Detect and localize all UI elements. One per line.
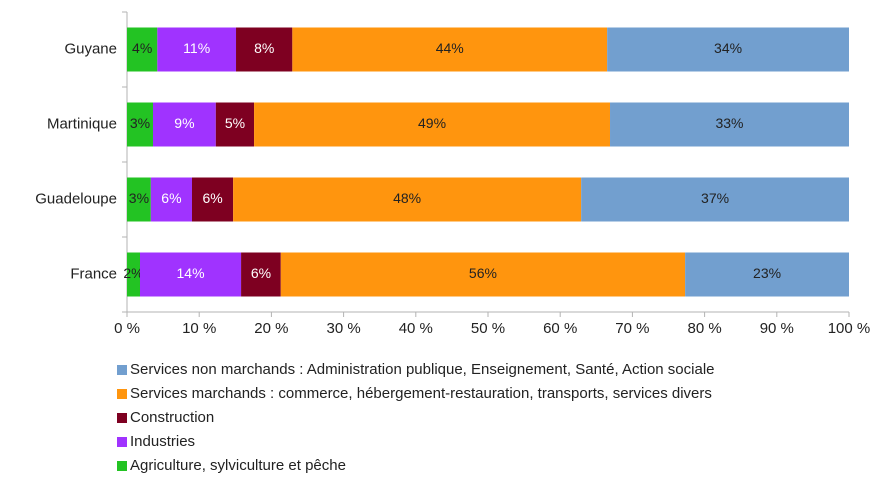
- x-tick-label: 80 %: [687, 320, 721, 337]
- data-label: 23%: [753, 265, 781, 281]
- data-label: 49%: [418, 115, 446, 131]
- y-tick-label: Guadeloupe: [35, 190, 117, 207]
- y-tick-label: Guyane: [64, 40, 117, 57]
- bar-segment: [581, 177, 849, 222]
- data-label: 33%: [715, 115, 743, 131]
- legend-swatch: [117, 461, 127, 471]
- x-tick-label: 50 %: [471, 320, 505, 337]
- legend-label: Industries: [130, 433, 195, 450]
- legend-swatch: [117, 413, 127, 423]
- data-label: 9%: [174, 115, 194, 131]
- x-tick-label: 10 %: [182, 320, 216, 337]
- bar-segment: [127, 252, 140, 297]
- x-tick-label: 30 %: [326, 320, 360, 337]
- legend-label: Agriculture, sylviculture et pêche: [130, 457, 346, 474]
- bar-segment: [127, 102, 153, 147]
- bar-segment: [215, 102, 255, 147]
- legend-swatch: [117, 437, 127, 447]
- bar-segment: [157, 27, 237, 72]
- y-tick-label: Martinique: [47, 115, 117, 132]
- legend-label: Services non marchands : Administration …: [130, 361, 715, 378]
- bar-segment: [150, 177, 192, 222]
- data-label: 6%: [251, 265, 271, 281]
- legend-swatch: [117, 389, 127, 399]
- data-label: 11%: [183, 40, 210, 56]
- bar-segment: [152, 102, 216, 147]
- bar-segment: [191, 177, 234, 222]
- x-tick-label: 90 %: [760, 320, 794, 337]
- data-label: 4%: [132, 40, 152, 56]
- data-label: 34%: [714, 40, 742, 56]
- bar-segment: [236, 27, 293, 72]
- x-tick-label: 60 %: [543, 320, 577, 337]
- bar-segment: [254, 102, 611, 147]
- bar-segment: [241, 252, 281, 297]
- bar-segment: [292, 27, 608, 72]
- data-label: 5%: [225, 115, 245, 131]
- data-label: 3%: [130, 115, 150, 131]
- data-label: 14%: [177, 265, 205, 281]
- x-tick-label: 100 %: [828, 320, 871, 337]
- data-label: 6%: [161, 190, 181, 206]
- legend-label: Construction: [130, 409, 214, 426]
- data-label: 8%: [254, 40, 274, 56]
- bar-segment: [127, 177, 151, 222]
- data-label: 3%: [129, 190, 149, 206]
- bar-segment: [610, 102, 849, 147]
- legend-label: Services marchands : commerce, hébergeme…: [130, 385, 712, 402]
- bar-segment: [685, 252, 849, 297]
- x-tick-label: 20 %: [254, 320, 288, 337]
- y-tick-label: France: [70, 265, 117, 282]
- data-label: 56%: [469, 265, 497, 281]
- x-tick-label: 70 %: [615, 320, 649, 337]
- legend-swatch: [117, 365, 127, 375]
- data-label: 2%: [123, 265, 143, 281]
- data-label: 44%: [436, 40, 464, 56]
- data-label: 6%: [202, 190, 222, 206]
- bar-segment: [280, 252, 686, 297]
- x-tick-label: 0 %: [114, 320, 140, 337]
- bar-segment: [127, 27, 158, 72]
- bar-segment: [233, 177, 582, 222]
- data-label: 37%: [701, 190, 729, 206]
- bar-segment: [607, 27, 849, 72]
- x-tick-label: 40 %: [399, 320, 433, 337]
- data-label: 48%: [393, 190, 421, 206]
- bar-segment: [139, 252, 242, 297]
